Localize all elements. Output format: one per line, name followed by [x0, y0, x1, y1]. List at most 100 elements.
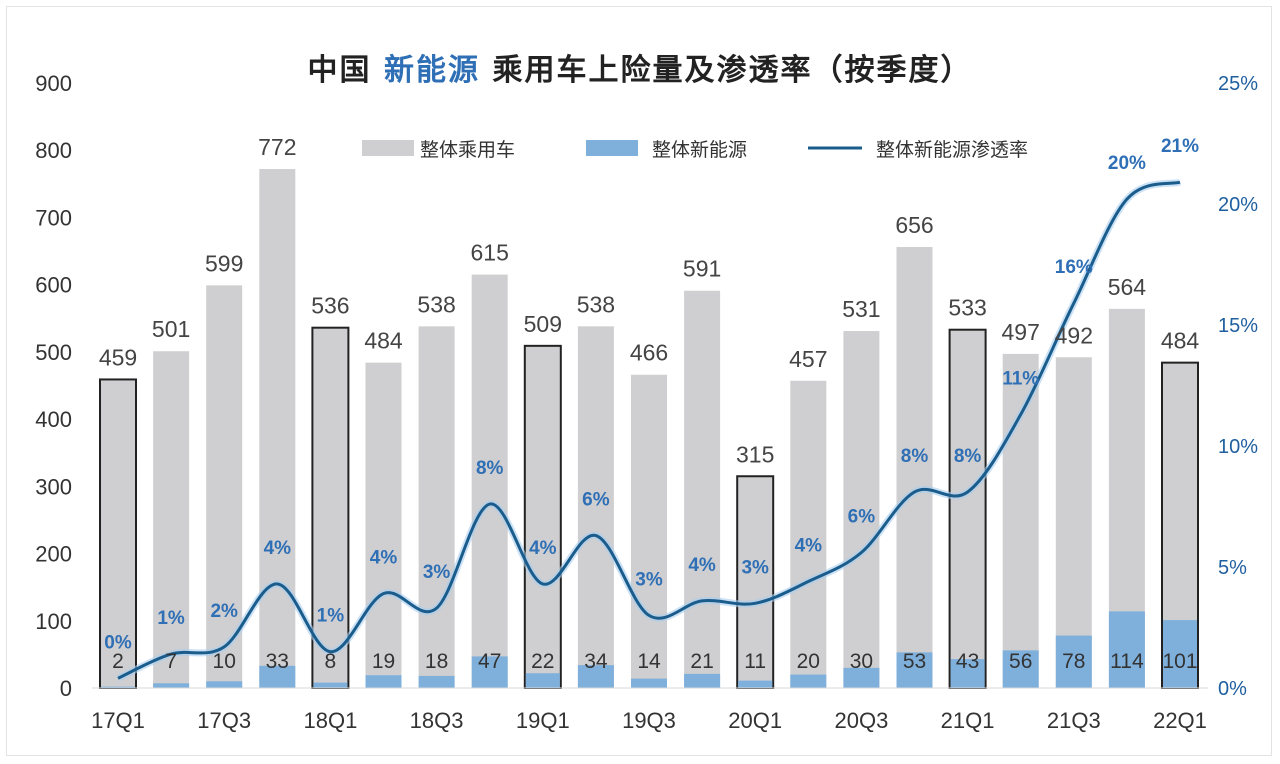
bar-total [1002, 353, 1039, 688]
bar-nev [1002, 650, 1039, 688]
data-label-total: 591 [683, 256, 721, 282]
y2-tick-label: 10% [1218, 436, 1258, 458]
bar-total [736, 475, 775, 689]
y-tick-label: 500 [35, 340, 72, 365]
y-tick-label: 200 [35, 542, 72, 567]
data-label-nev: 21 [690, 650, 713, 673]
data-label-total: 509 [524, 311, 562, 337]
bar-total [311, 326, 350, 689]
bar-nev [259, 665, 296, 688]
data-label-penetration: 3% [741, 557, 769, 578]
legend-label-penetration: 整体新能源渗透率 [876, 139, 1028, 161]
data-label-nev: 18 [425, 650, 448, 673]
data-label-nev: 47 [478, 650, 501, 673]
bar-nev [684, 673, 721, 688]
bar-total [948, 328, 987, 689]
bar-nev [631, 678, 667, 688]
bar-nev [1108, 611, 1145, 688]
bar-nev [1163, 620, 1197, 688]
bar-total [259, 169, 296, 689]
y-tick-label: 400 [35, 407, 72, 432]
data-label-total: 457 [789, 346, 827, 372]
data-label-total: 599 [205, 250, 243, 276]
bar-nev [738, 680, 773, 688]
data-label-penetration: 4% [529, 538, 557, 559]
y2-tick-label: 15% [1218, 315, 1258, 337]
data-label-total: 315 [736, 441, 774, 467]
data-label-nev: 114 [1110, 650, 1144, 673]
data-label-nev: 11 [744, 650, 766, 673]
bar-total [631, 374, 667, 688]
penetration-line [117, 180, 1181, 680]
bar-total [684, 290, 721, 688]
data-label-total: 484 [1161, 328, 1200, 354]
data-label-nev: 56 [1009, 650, 1032, 673]
data-label-total: 538 [577, 291, 615, 317]
x-tick-label: 19Q1 [516, 708, 570, 733]
x-tick-label: 17Q1 [91, 708, 145, 733]
x-tick-label: 19Q3 [622, 708, 676, 733]
legend-label-nev: 整体新能源 [652, 139, 747, 161]
bar-total [790, 380, 827, 688]
data-label-nev: 43 [956, 650, 979, 673]
x-tick-label: 20Q1 [728, 708, 782, 733]
data-label-penetration: 4% [264, 538, 292, 559]
bar-nev [101, 686, 135, 688]
data-label-penetration: 4% [370, 548, 398, 569]
data-label-penetration: 21% [1161, 136, 1199, 157]
data-label-penetration: 2% [210, 601, 238, 622]
bar-total [523, 344, 562, 689]
data-label-nev: 10 [213, 650, 236, 673]
y-tick-label: 900 [35, 71, 72, 96]
data-label-nev: 101 [1162, 650, 1197, 673]
data-label-total: 492 [1055, 322, 1093, 348]
data-label-penetration: 0% [104, 632, 132, 653]
y-tick-label: 700 [35, 205, 72, 230]
data-label-penetration: 1% [157, 608, 185, 629]
data-label-nev: 14 [637, 650, 661, 673]
data-label-penetration: 4% [688, 555, 716, 576]
y-tick-label: 100 [35, 609, 72, 634]
x-tick-label: 18Q1 [303, 708, 357, 733]
y-tick-label: 800 [35, 138, 72, 163]
bar-nev [365, 675, 402, 688]
legend-swatch-total [362, 140, 414, 156]
bar-total [471, 274, 508, 688]
x-tick-label: 22Q1 [1153, 708, 1207, 733]
y-tick-label: 0 [60, 676, 72, 701]
data-label-penetration: 8% [476, 458, 504, 479]
bar-total [843, 331, 880, 688]
data-label-nev: 33 [266, 650, 289, 673]
data-label-total: 497 [1002, 319, 1040, 345]
data-label-nev: 19 [372, 650, 395, 673]
legend: 整体乘用车 整体新能源 整体新能源渗透率 [362, 139, 1028, 161]
data-label-penetration: 3% [635, 569, 663, 590]
data-label-nev: 34 [584, 650, 608, 673]
bar-total [99, 378, 137, 689]
bar-nev [950, 659, 985, 688]
bar-total [577, 326, 614, 688]
data-label-total: 656 [895, 212, 933, 238]
bar-nev [577, 665, 614, 688]
y2-tick-label: 25% [1218, 73, 1258, 95]
bar-nev [418, 675, 455, 688]
data-label-nev: 22 [531, 650, 554, 673]
data-label-total: 466 [630, 340, 668, 366]
bar-total [896, 247, 933, 688]
data-label-nev: 53 [903, 650, 926, 673]
data-label-nev: 30 [850, 650, 873, 673]
bar-total [153, 351, 190, 688]
y-tick-label: 300 [35, 474, 72, 499]
y2-tick-label: 20% [1218, 194, 1258, 216]
x-tick-label: 21Q1 [941, 708, 995, 733]
data-label-penetration: 20% [1108, 153, 1146, 174]
y2-tick-label: 0% [1218, 678, 1247, 700]
data-label-total: 536 [311, 293, 349, 319]
data-label-penetration: 1% [317, 606, 345, 627]
bar-nev [471, 656, 508, 688]
x-tick-label: 21Q3 [1047, 708, 1101, 733]
legend-swatch-nev [586, 140, 638, 156]
data-label-total: 772 [258, 134, 296, 160]
bar-nev [790, 674, 827, 688]
